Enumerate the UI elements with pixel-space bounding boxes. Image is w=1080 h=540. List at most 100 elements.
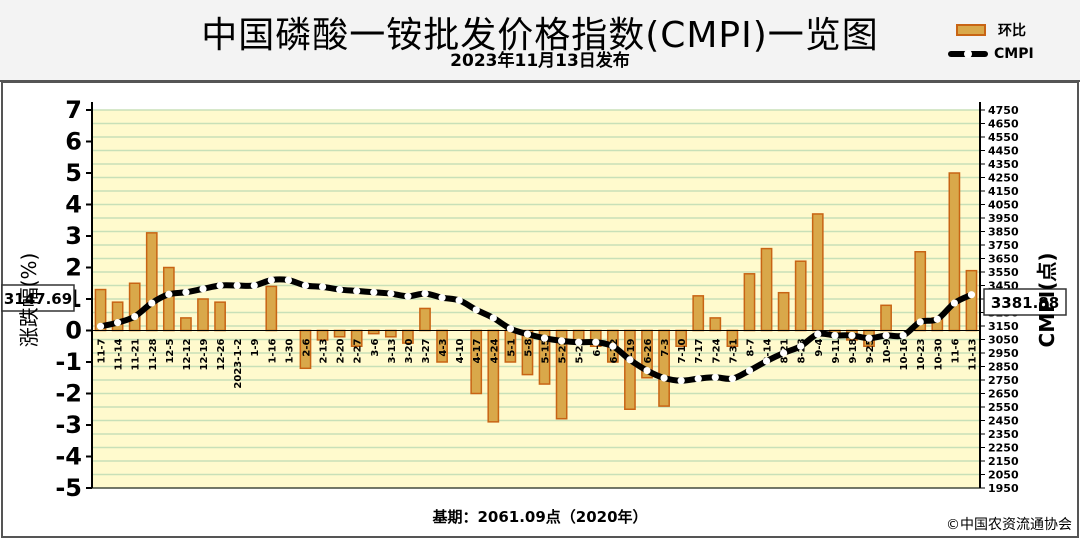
bar-11-21 (128, 282, 141, 332)
x-tick-label: 12-19 (199, 338, 210, 370)
y-tick-label-left: 6 (65, 128, 82, 156)
cmpi-point-9-18 (848, 331, 856, 340)
y-tick-label-right: 4550 (988, 131, 1019, 144)
y-tick-label-left: 2 (65, 254, 82, 282)
cmpi-point-5-1 (506, 325, 514, 333)
y-tick-label-left: 7 (65, 96, 82, 124)
x-tick-label: 8-7 (745, 338, 756, 356)
cmpi-point-2-20 (336, 285, 344, 294)
y-tick-label-left: -1 (55, 348, 82, 376)
cmpi-point-4-10 (455, 296, 463, 304)
x-tick-label: 3-27 (421, 338, 432, 363)
cmpi-point-7-24 (711, 373, 719, 381)
cmpi-point-8-7 (745, 366, 754, 375)
cmpi-point-9-25 (865, 334, 873, 342)
y-tick-label-right: 4450 (988, 145, 1019, 158)
bar-12-5 (162, 266, 175, 332)
x-tick-label: 7-3 (660, 338, 671, 356)
y-tick-label-right: 4150 (988, 185, 1019, 198)
cmpi-point-11-7 (96, 322, 105, 330)
x-tick-label: 6-26 (643, 338, 654, 363)
y-axis-label-right: CMPI(点) (1035, 253, 1059, 348)
cmpi-point-1-30 (284, 276, 292, 284)
bar-12-19 (197, 298, 209, 332)
y-tick-label-left: 0 (65, 317, 82, 345)
annotation-box (983, 288, 1067, 316)
cmpi-point-12-19 (199, 285, 207, 293)
x-tick-label: 7-17 (694, 338, 705, 363)
x-tick-label: 11-13 (967, 338, 978, 370)
x-tick-label: 7-31 (728, 338, 739, 363)
x-tick-label: 3-13 (387, 338, 398, 363)
cmpi-point-6-5 (592, 338, 600, 346)
chart-title: 中国磷酸一铵批发价格指数(CMPI)一览图 (201, 15, 879, 56)
cmpi-point-10-30 (933, 315, 941, 323)
x-tick-label: 9-25 (865, 338, 876, 363)
y-tick-label-right: 3750 (988, 239, 1019, 252)
cmpi-point-7-10 (677, 377, 685, 385)
x-tick-label: 8-28 (797, 338, 808, 363)
cmpi-point-7-31 (728, 375, 736, 383)
y-tick-label-right: 4250 (988, 172, 1019, 185)
legend-line-label: CMPI (994, 46, 1034, 62)
x-tick-label: 11-21 (131, 338, 142, 370)
legend-item-line: CMPI (948, 46, 1034, 62)
bar-8-28 (794, 260, 807, 332)
cmpi-point-7-17 (694, 375, 702, 383)
base-period-note: 基期：2061.09点（2020年） (432, 508, 648, 526)
x-tick-label: 7-10 (677, 338, 688, 363)
legend-item-bar: 环比 (956, 20, 1026, 40)
y-tick-label-right: 2650 (988, 388, 1019, 401)
x-tick-label: 10-16 (899, 338, 910, 370)
cmpi-point-12-26 (216, 281, 224, 290)
x-tick-label: 4-3 (438, 338, 449, 356)
y-tick-label-left: 4 (65, 191, 82, 219)
y-tick-label-right: 2150 (988, 455, 1019, 468)
x-tick-label: 1-9 (250, 338, 261, 356)
x-tick-label: 5-8 (523, 338, 534, 356)
cmpi-point-2-13 (318, 283, 327, 291)
cmpi-point-1-16 (267, 276, 275, 284)
cmpi-line (97, 276, 975, 384)
y-tick-label-right: 3850 (988, 226, 1019, 239)
bar-7-17 (692, 295, 705, 332)
cmpi-point-2023-1-2 (233, 281, 241, 290)
cmpi-point-10-9 (882, 331, 890, 340)
y-tick-label-right: 3650 (988, 253, 1019, 266)
y-axis-label-left: 涨跌幅(%) (17, 253, 41, 348)
y-tick-label-right: 2850 (988, 361, 1019, 374)
bar-12-26 (214, 301, 226, 332)
x-tick-label: 5-15 (541, 338, 552, 363)
cmpi-point-3-20 (404, 292, 412, 300)
x-tick-label: 9-18 (848, 338, 859, 363)
bar-10-9 (880, 304, 892, 332)
x-tick-label: 2-13 (319, 338, 330, 363)
bar-3-27 (419, 307, 431, 332)
y-tick-label-right: 4650 (988, 118, 1019, 131)
x-tick-label: 4-24 (489, 338, 500, 363)
x-tick-label: 5-1 (506, 338, 517, 356)
x-tick-label: 2023-1-2 (233, 338, 244, 388)
y-tick-label-right: 2950 (988, 347, 1019, 360)
y-tick-label-right: 2250 (988, 442, 1019, 455)
x-tick-label: 11-6 (950, 338, 961, 363)
x-tick-label: 12-12 (182, 338, 193, 370)
x-tick-label: 11-28 (148, 338, 159, 370)
x-tick-label: 5-29 (575, 338, 586, 363)
x-tick-label: 9-11 (831, 338, 842, 363)
y-tick-label-left: -5 (55, 474, 82, 502)
cmpi-point-5-22 (558, 337, 566, 345)
legend-bar-swatch (956, 24, 986, 36)
cmpi-point-7-3 (660, 374, 668, 382)
cmpi-point-11-28 (148, 299, 156, 307)
x-tick-label: 2-20 (336, 338, 347, 363)
y-tick-label-left: -2 (55, 380, 82, 408)
x-tick-label: 9-4 (814, 338, 825, 356)
cmpi-point-11-14 (114, 319, 122, 327)
x-tick-label: 6-5 (592, 338, 603, 356)
cmpi-point-5-8 (523, 330, 532, 338)
bar-3-13 (384, 329, 397, 338)
y-tick-label-right: 3050 (988, 334, 1019, 347)
y-tick-label-left: -3 (55, 411, 82, 439)
